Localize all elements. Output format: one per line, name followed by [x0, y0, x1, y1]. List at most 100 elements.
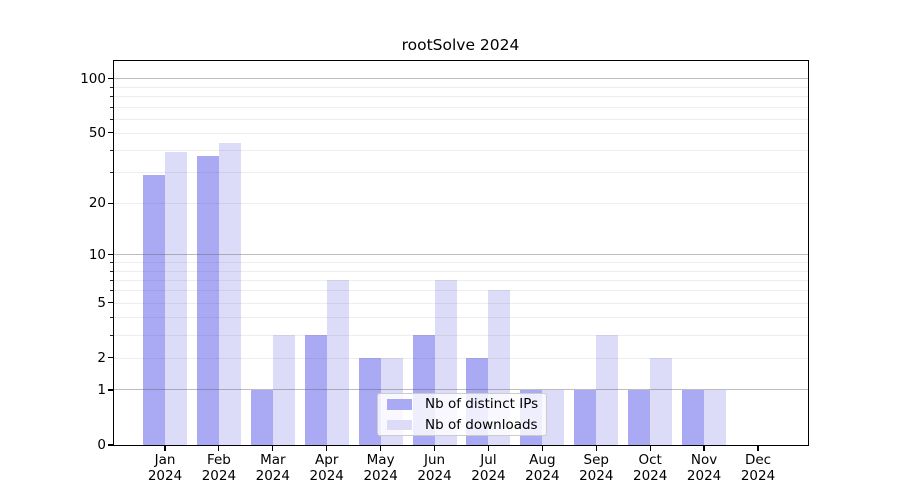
bar-downloads-aug [542, 389, 565, 445]
bar-distinct-ips-sep [574, 389, 597, 445]
bar-downloads-apr [326, 279, 349, 445]
x-axis-label: Jun 2024 [403, 452, 467, 484]
y-axis-label: 100 [80, 70, 106, 87]
x-axis-label-year: 2024 [471, 468, 506, 484]
x-axis-tick [541, 445, 543, 452]
x-axis-label-year: 2024 [740, 468, 776, 484]
bar-distinct-ips-feb [196, 156, 219, 445]
x-axis-label: Aug 2024 [510, 452, 574, 484]
minor-gridline [113, 203, 808, 205]
y-axis-minor-tick [110, 262, 113, 264]
minor-gridline [113, 118, 808, 120]
bar-distinct-ips-mar [250, 389, 273, 445]
minor-gridline [113, 302, 808, 304]
x-axis-label-year: 2024 [255, 468, 290, 484]
x-axis-tick [703, 445, 705, 452]
x-axis-tick [487, 445, 490, 452]
legend-label-distinct-ips: Nb of distinct IPs [425, 396, 539, 413]
y-axis-tick [107, 389, 113, 391]
x-axis-tick [433, 445, 436, 452]
x-axis-label-month: Jan [154, 452, 176, 468]
x-axis-label-year: 2024 [686, 468, 722, 484]
x-axis-tick [380, 445, 382, 452]
y-axis-tick [107, 444, 113, 446]
minor-gridline [113, 334, 808, 336]
x-axis-label-year: 2024 [417, 468, 452, 484]
y-axis-tick [107, 357, 113, 359]
y-axis-label: 2 [97, 349, 106, 366]
x-axis-label: Sep 2024 [564, 452, 628, 484]
minor-gridline [113, 106, 808, 108]
minor-gridline [113, 86, 808, 88]
bar-distinct-ips-nov [682, 389, 705, 445]
y-axis-minor-tick [110, 334, 113, 336]
x-axis-label-year: 2024 [525, 468, 560, 484]
legend-swatch-downloads [387, 419, 412, 430]
bar-downloads-oct [650, 357, 673, 445]
y-axis-minor-tick [110, 270, 113, 272]
y-axis-label: 1 [97, 381, 106, 398]
y-axis-tick [107, 77, 113, 80]
y-axis-minor-tick [110, 96, 113, 98]
x-axis-label-month: Dec [744, 452, 772, 468]
legend-entry-downloads: Nb of downloads [378, 415, 546, 436]
minor-gridline [113, 132, 808, 134]
x-axis-label-month: Apr [315, 452, 339, 468]
minor-gridline [113, 317, 808, 319]
x-axis-tick [649, 445, 651, 452]
minor-gridline [113, 262, 808, 264]
bar-downloads-feb [218, 142, 241, 445]
x-axis-label-year: 2024 [632, 468, 668, 484]
y-axis-tick [107, 254, 113, 256]
major-gridline [113, 254, 808, 256]
minor-gridline [113, 290, 808, 292]
y-axis-label: 10 [88, 246, 106, 263]
x-axis-tick [326, 445, 328, 452]
x-axis-label: Jan 2024 [133, 452, 197, 484]
x-axis-label-month: Oct [638, 452, 662, 468]
x-axis-label: Oct 2024 [618, 452, 682, 484]
major-gridline [113, 78, 808, 80]
y-axis-minor-tick [110, 290, 113, 292]
y-axis-tick [107, 202, 113, 204]
bar-downloads-mar [272, 334, 295, 445]
major-gridline [113, 389, 808, 391]
x-axis-label-year: 2024 [147, 468, 183, 484]
minor-gridline [113, 270, 808, 272]
x-axis-label-year: 2024 [579, 468, 614, 484]
x-axis-tick [272, 445, 274, 452]
x-axis-label: Jul 2024 [456, 452, 520, 484]
y-axis-tick [107, 302, 113, 304]
x-axis-label: Apr 2024 [295, 452, 359, 484]
minor-gridline [113, 172, 808, 174]
bar-distinct-ips-oct [628, 389, 651, 445]
y-axis-minor-tick [110, 118, 113, 120]
x-axis-label: May 2024 [349, 452, 413, 484]
bar-distinct-ips-jan [143, 174, 165, 445]
x-axis-label-month: Feb [206, 452, 231, 468]
x-axis-label: Feb 2024 [187, 452, 251, 484]
legend-swatch-distinct-ips [387, 399, 412, 410]
y-axis-label: 20 [88, 195, 106, 212]
y-axis-tick [107, 132, 113, 134]
bar-downloads-nov [704, 389, 727, 445]
x-axis-label-month: Sep [583, 452, 609, 468]
y-axis-minor-tick [110, 317, 113, 319]
x-axis-label-month: Aug [529, 452, 556, 468]
x-axis-tick [218, 445, 220, 452]
y-axis-minor-tick [110, 150, 113, 152]
x-axis-label: Nov 2024 [672, 452, 736, 484]
minor-gridline [113, 357, 808, 359]
x-axis-label-year: 2024 [309, 468, 344, 484]
bar-distinct-ips-apr [304, 334, 327, 445]
x-axis-label-month: Jun [423, 452, 446, 468]
y-axis-minor-tick [110, 106, 113, 108]
x-axis-label: Mar 2024 [241, 452, 305, 484]
x-axis-label-month: May [366, 452, 395, 468]
legend: Nb of distinct IPs Nb of downloads [377, 393, 547, 436]
x-axis-label-month: Mar [260, 452, 286, 468]
x-axis-label-month: Jul [480, 452, 497, 468]
bar-distinct-ips-may [358, 357, 381, 445]
x-axis-label-year: 2024 [201, 468, 237, 484]
